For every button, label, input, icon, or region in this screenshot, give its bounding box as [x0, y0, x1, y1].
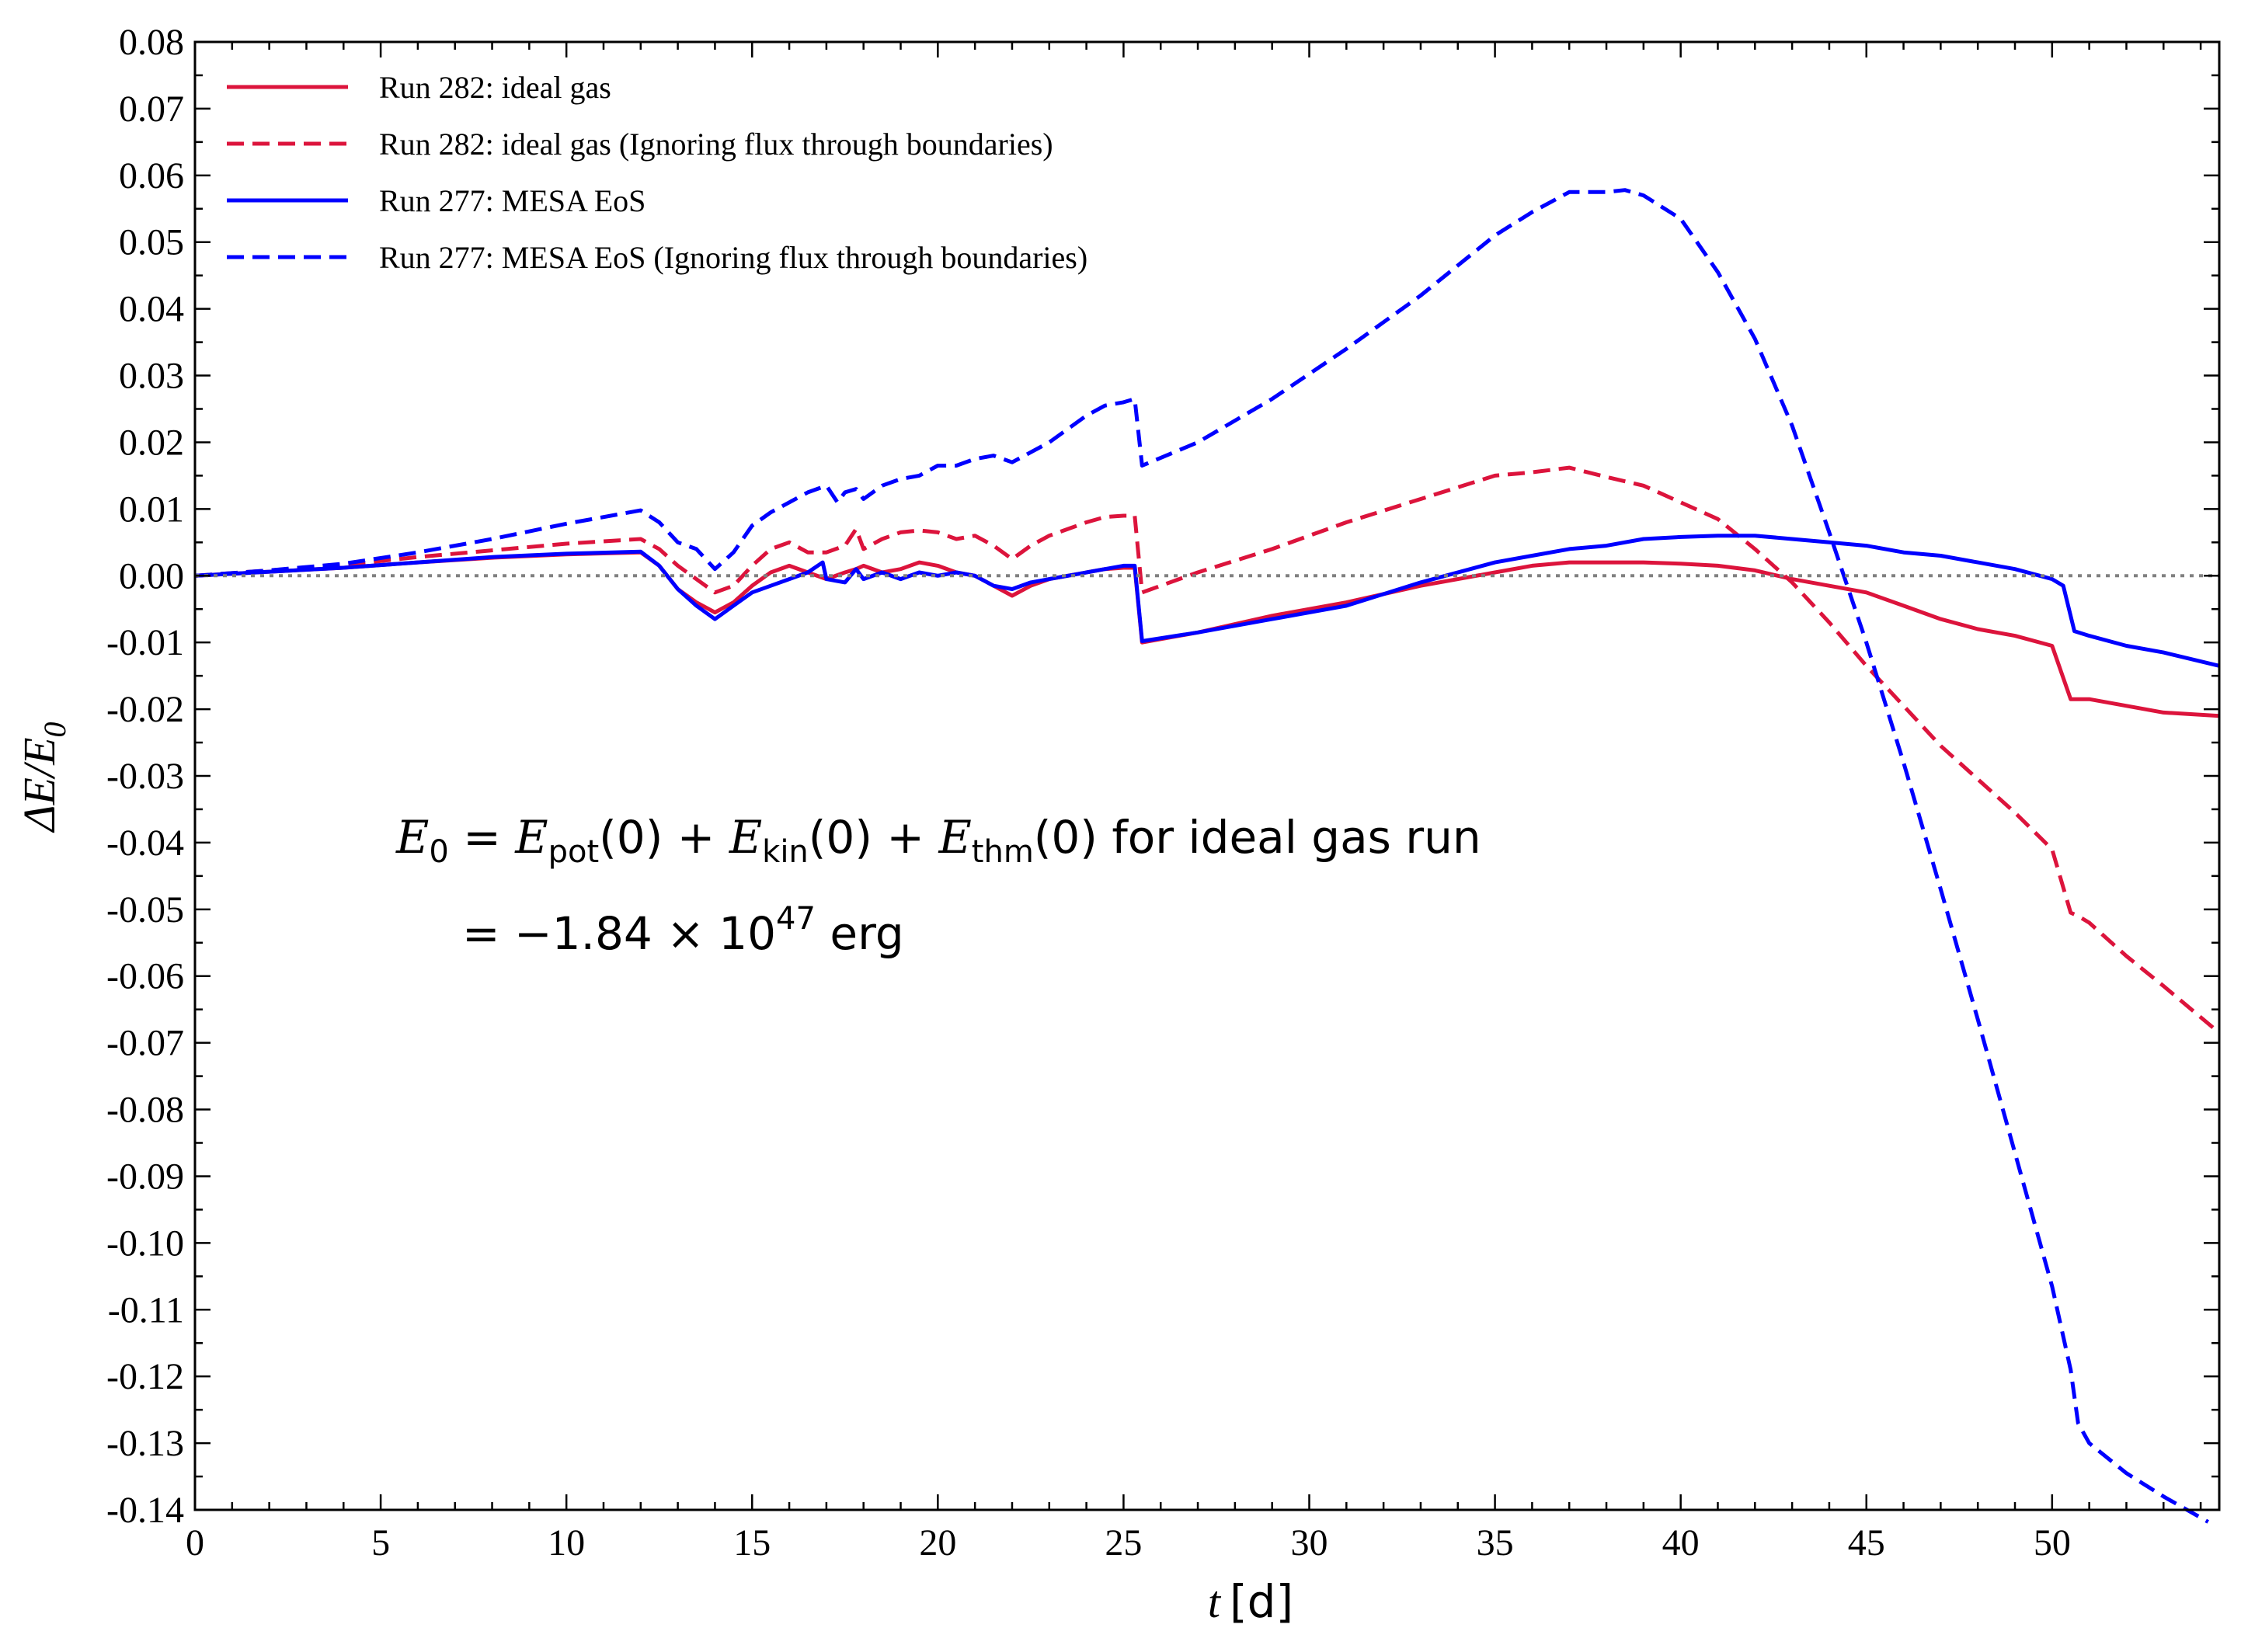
y-tick-label: -0.14 [106, 1490, 184, 1531]
series-line-3 [194, 188, 2209, 1524]
y-tick-label: 0.07 [119, 89, 184, 130]
legend-label-2: Run 277: MESA EoS [379, 183, 646, 218]
y-tick-label: -0.03 [106, 756, 184, 797]
x-tick-label: 50 [2034, 1522, 2071, 1563]
y-tick-label: 0.04 [119, 289, 184, 330]
x-tick-label: 15 [733, 1522, 771, 1563]
y-tick-label: 0.08 [119, 22, 184, 63]
x-axis-title: t [d] [1208, 1575, 1293, 1628]
x-tick-label: 10 [548, 1522, 585, 1563]
y-tick-label: 0.05 [119, 222, 184, 263]
y-axis-title: ΔE/E0 [14, 722, 72, 833]
y-tick-label: 0.00 [119, 555, 184, 596]
x-tick-label: 40 [1662, 1522, 1700, 1563]
y-tick-label: 0.06 [119, 155, 184, 197]
x-axis-title-unit: [d] [1230, 1575, 1293, 1628]
legend: Run 282: ideal gas Run 282: ideal gas (I… [227, 70, 1087, 275]
annotation-line-1: E0 = Epot(0) + Ekin(0) + Ethm(0) for ide… [395, 811, 1481, 870]
y-tick-label: 0.01 [119, 489, 184, 530]
y-tick-label: -0.12 [106, 1356, 184, 1397]
series-line-2 [194, 534, 2220, 668]
x-axis-title-var: t [1208, 1577, 1222, 1627]
y-tick-label: 0.03 [119, 356, 184, 397]
y-tick-label: -0.10 [106, 1222, 184, 1264]
y-tick-label: -0.01 [106, 622, 184, 663]
x-tick-label: 45 [1848, 1522, 1885, 1563]
y-tick-label: -0.13 [106, 1423, 184, 1464]
x-tick-label: 35 [1477, 1522, 1514, 1563]
y-axis-title-main: ΔE/E [14, 737, 64, 833]
series-line-1 [194, 465, 2221, 1035]
legend-label-0: Run 282: ideal gas [379, 70, 611, 105]
plot-frame [193, 40, 2221, 1511]
x-tick-label: 25 [1105, 1522, 1142, 1563]
y-tick-label: 0.02 [119, 422, 184, 463]
y-tick-label: -0.04 [106, 823, 184, 864]
x-tick-label: 0 [186, 1522, 204, 1563]
y-axis-title-sub: 0 [37, 722, 72, 737]
tick-labels-layer: 0 5 10 15 20 25 30 35 40 45 50 0.08 0.07 0.06 0.05 0.04… [106, 22, 2071, 1563]
x-tick-label: 5 [371, 1522, 390, 1563]
y-tick-label: -0.07 [106, 1023, 184, 1064]
y-tick-label: -0.08 [106, 1090, 184, 1131]
y-tick-label: -0.11 [108, 1289, 184, 1330]
legend-label-3: Run 277: MESA EoS (Ignoring flux through… [379, 240, 1087, 275]
ticks-layer [193, 40, 2219, 1511]
x-tick-label: 20 [919, 1522, 956, 1563]
y-tick-label: -0.02 [106, 689, 184, 730]
annotation-line-2: = −1.84 × 1047 erg [462, 901, 904, 960]
legend-label-1: Run 282: ideal gas (Ignoring flux throug… [379, 127, 1053, 162]
y-tick-label: -0.06 [106, 956, 184, 997]
y-tick-label: -0.09 [106, 1156, 184, 1197]
series-layer [194, 188, 2221, 1524]
x-tick-label: 30 [1290, 1522, 1328, 1563]
y-tick-label: -0.05 [106, 889, 184, 930]
